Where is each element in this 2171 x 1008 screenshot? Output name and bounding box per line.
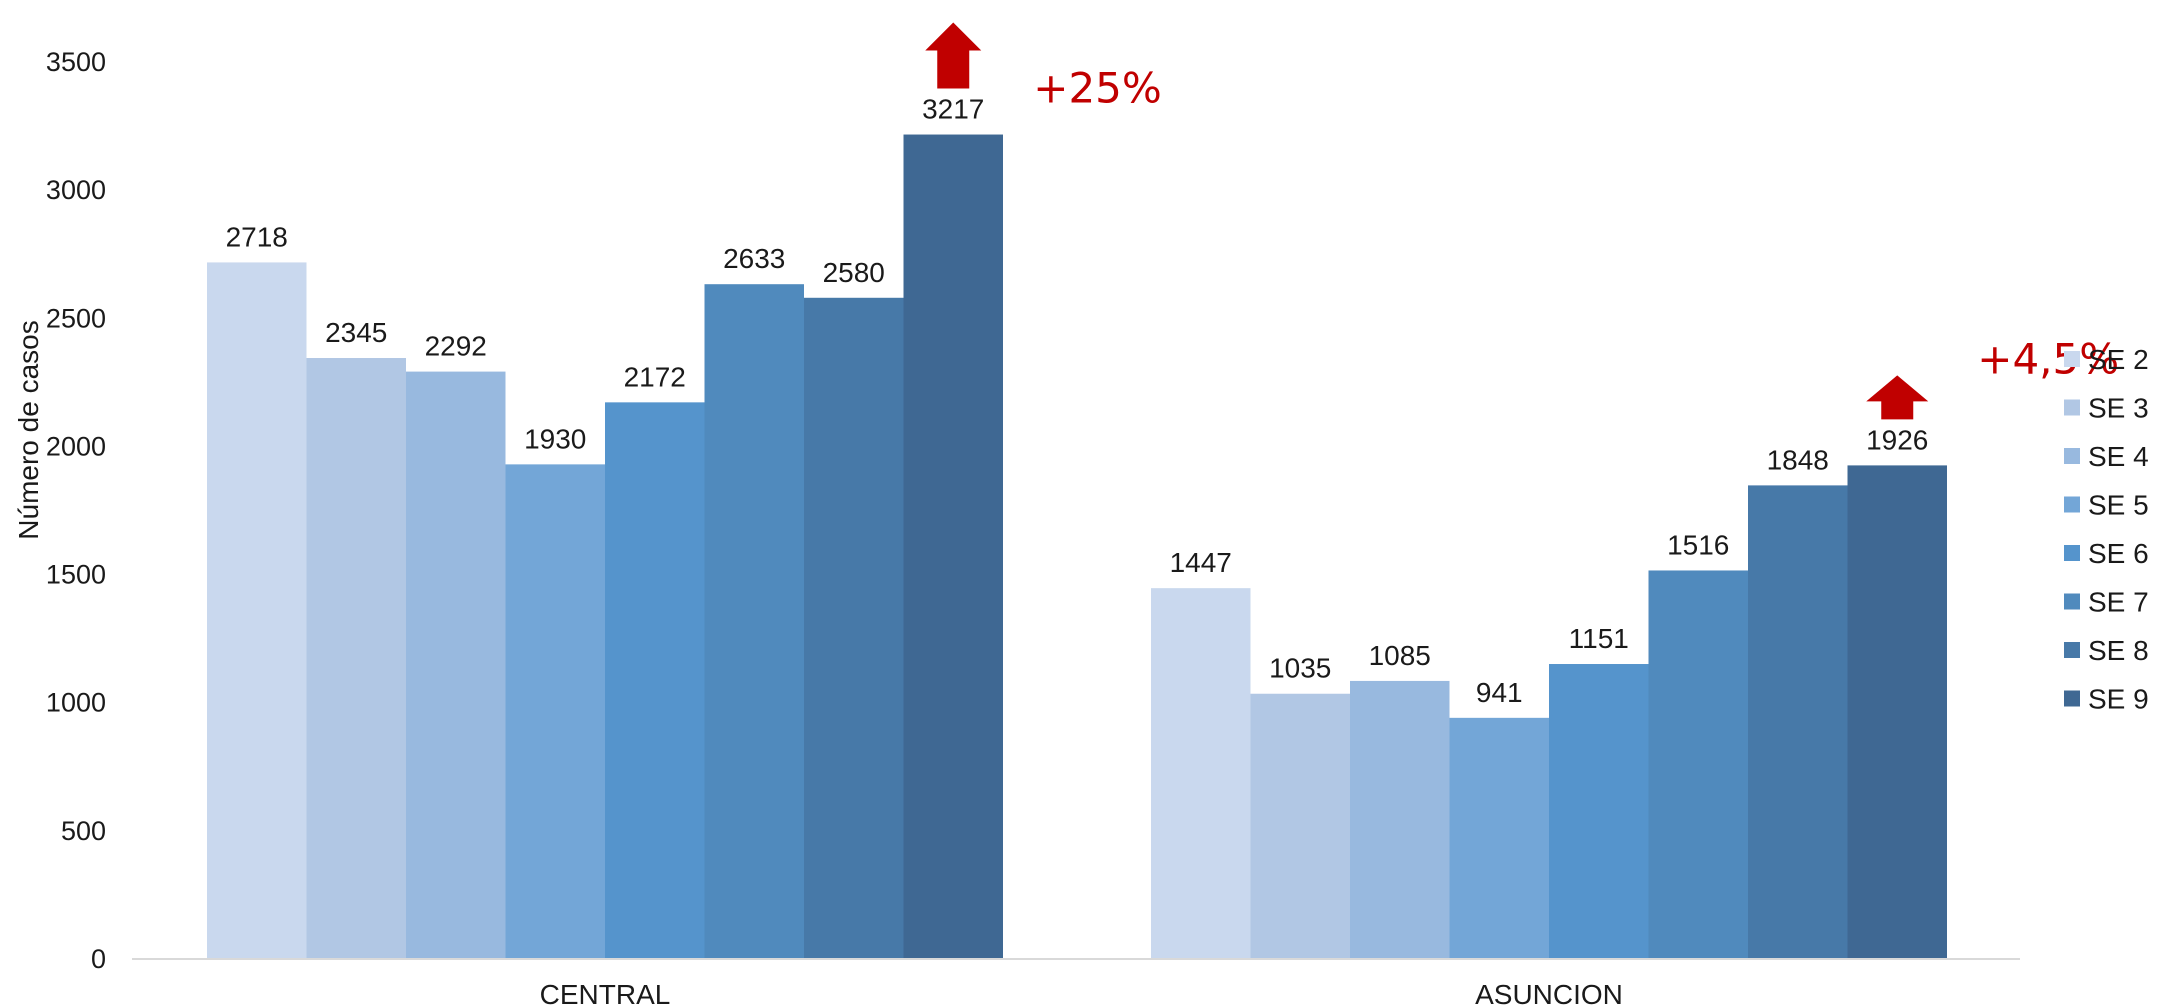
data-label: 1085	[1369, 640, 1431, 671]
bar	[1350, 680, 1450, 959]
bar	[903, 134, 1003, 959]
legend-swatch	[2064, 448, 2080, 464]
data-label: 1035	[1269, 653, 1331, 684]
legend-swatch	[2064, 399, 2080, 416]
bar	[306, 358, 406, 959]
bar	[505, 464, 605, 959]
data-label: 2292	[425, 331, 487, 362]
y-tick-label: 3500	[46, 47, 106, 77]
bars: 2718 2345 2292 1930 2172 2633 2580 3217 1447 1035…	[207, 94, 1947, 960]
increase-arrow-icon	[925, 22, 982, 89]
bar	[1847, 465, 1947, 959]
legend: SE 2 SE 3 SE 4 SE 5 SE 6 SE 7 SE 8 SE 9	[2064, 344, 2149, 715]
y-tick-label: 2000	[46, 431, 106, 461]
bar	[207, 262, 307, 960]
y-tick-label: 500	[61, 816, 106, 846]
legend-label: SE 4	[2088, 441, 2149, 472]
data-label: 2718	[226, 221, 288, 252]
data-label: 1447	[1170, 547, 1232, 578]
bar	[1250, 693, 1350, 959]
bar	[704, 284, 804, 959]
x-category-label: ASUNCION	[1475, 979, 1623, 1008]
y-axis-title: Número de casos	[13, 320, 44, 539]
bar	[1449, 717, 1549, 959]
legend-label: SE 2	[2088, 344, 2149, 375]
bar	[1648, 570, 1748, 959]
percent-change-annotation: +25%	[1033, 64, 1162, 113]
y-tick-label: 2500	[46, 303, 106, 333]
x-axis-categories: CENTRAL ASUNCION	[540, 979, 1623, 1008]
legend-label: SE 8	[2088, 635, 2149, 666]
data-label: 1516	[1667, 529, 1729, 560]
data-label: 1848	[1767, 444, 1829, 475]
legend-label: SE 7	[2088, 587, 2149, 618]
increase-arrow-icon	[1866, 375, 1929, 420]
legend-label: SE 6	[2088, 538, 2149, 569]
annotations: +25% +4,5%	[925, 22, 2119, 420]
y-tick-label: 1000	[46, 688, 106, 718]
data-label: 3217	[922, 94, 984, 125]
x-category-label: CENTRAL	[540, 979, 671, 1008]
percent-change-annotation: +4,5%	[1977, 334, 2119, 383]
data-label: 1926	[1866, 424, 1928, 455]
legend-swatch	[2064, 351, 2080, 367]
bar	[406, 371, 506, 959]
legend-swatch	[2064, 593, 2080, 610]
data-label: 2345	[325, 317, 387, 348]
legend-swatch	[2064, 496, 2080, 513]
legend-swatch	[2064, 690, 2080, 707]
y-tick-label: 3000	[46, 175, 106, 205]
data-label: 1151	[1569, 623, 1629, 654]
legend-swatch	[2064, 642, 2080, 658]
bar	[1151, 588, 1251, 959]
bar	[804, 297, 904, 960]
bar	[1748, 485, 1848, 959]
data-label: 941	[1476, 677, 1523, 708]
y-tick-label: 0	[91, 944, 106, 974]
legend-label: SE 9	[2088, 684, 2149, 715]
data-label: 2580	[823, 257, 885, 288]
data-label: 2633	[723, 243, 785, 274]
data-label: 2172	[624, 361, 686, 392]
y-axis-ticks: 0 500 1000 1500 2000 2500 3000 3500	[46, 47, 106, 974]
bar	[605, 402, 705, 960]
legend-label: SE 5	[2088, 490, 2149, 521]
y-tick-label: 1500	[46, 560, 106, 590]
legend-label: SE 3	[2088, 393, 2149, 424]
bar	[1549, 664, 1649, 959]
legend-swatch	[2064, 545, 2080, 561]
data-label: 1930	[524, 423, 586, 454]
